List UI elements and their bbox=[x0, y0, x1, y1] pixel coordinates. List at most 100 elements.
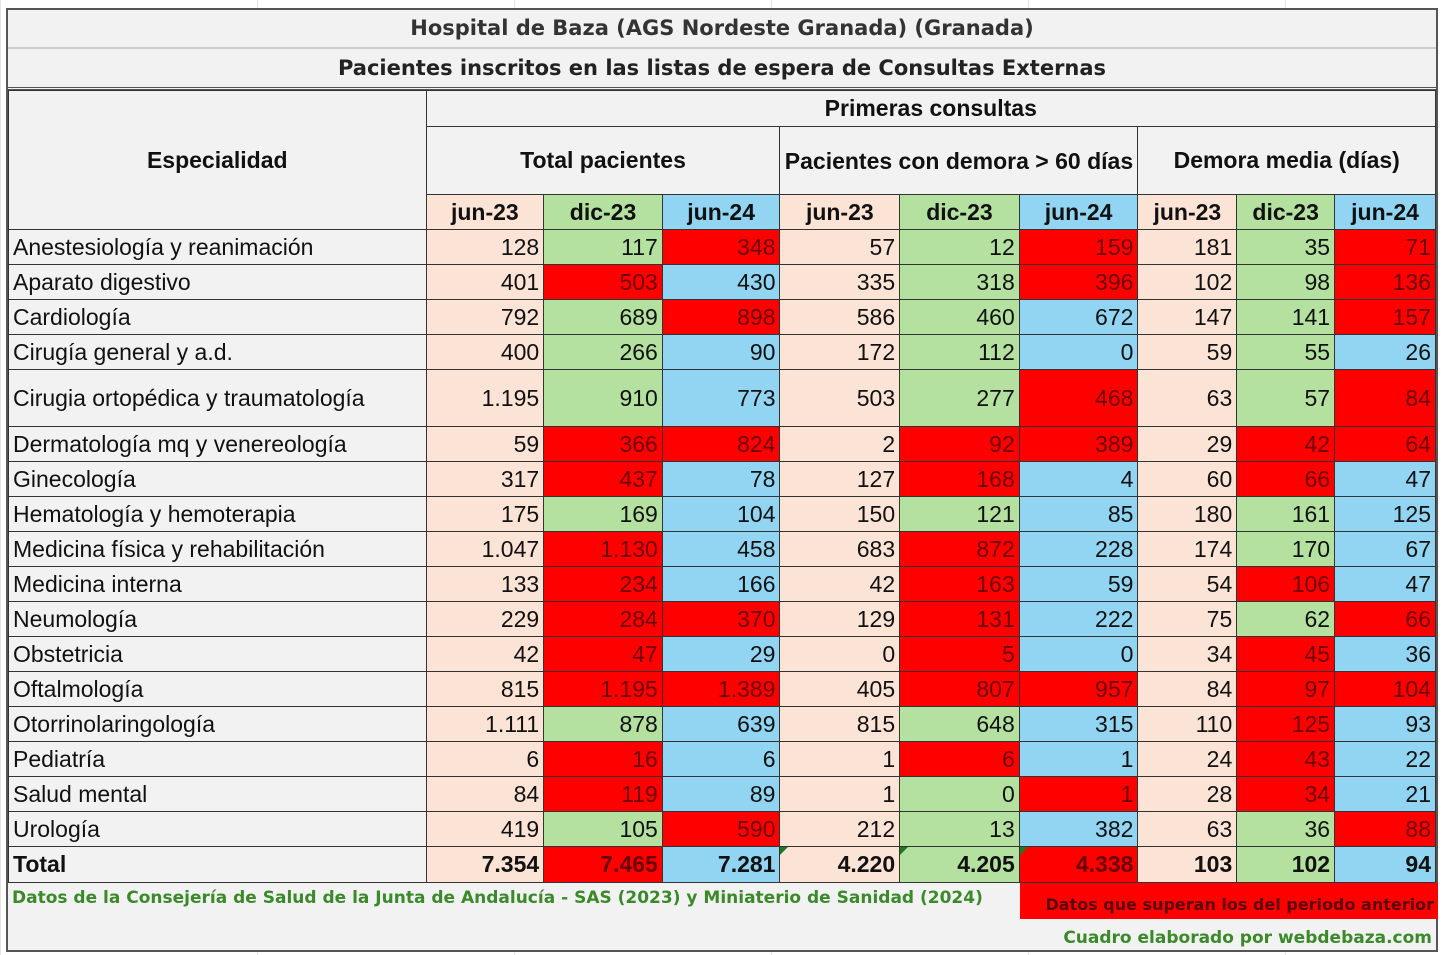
table-row: Medicina física y rehabilitación 1.047 1.1… bbox=[8, 531, 1436, 567]
value-cell: 22 bbox=[1334, 741, 1436, 777]
value-cell: 174 bbox=[1137, 531, 1238, 567]
value-cell: 503 bbox=[543, 264, 663, 300]
value-cell: 957 bbox=[1018, 671, 1139, 707]
value-cell: 503 bbox=[779, 369, 901, 427]
value-cell: 16 bbox=[543, 741, 663, 777]
value-cell: 150 bbox=[779, 496, 901, 532]
value-cell: 437 bbox=[543, 461, 663, 497]
value-cell: 28 bbox=[1137, 776, 1238, 812]
value-cell: 64 bbox=[1334, 426, 1436, 462]
value-cell: 84 bbox=[1137, 671, 1238, 707]
value-cell: 57 bbox=[779, 229, 901, 265]
table-row: Hematología y hemoterapia 175 169 104 150 121… bbox=[8, 496, 1436, 532]
specialty-name: Obstetricia bbox=[8, 636, 427, 672]
value-cell: 36 bbox=[1334, 636, 1436, 672]
value-cell: 45 bbox=[1236, 636, 1336, 672]
value-cell: 175 bbox=[425, 496, 545, 532]
value-cell: 159 bbox=[1018, 229, 1139, 265]
value-cell: 181 bbox=[1137, 229, 1238, 265]
table-row: Neumología 229 284 370 129 131 222 75 62 66 bbox=[8, 601, 1436, 637]
value-cell: 180 bbox=[1137, 496, 1238, 532]
value-cell: 13 bbox=[899, 811, 1020, 847]
value-cell: 872 bbox=[899, 531, 1020, 567]
specialty-name: Cirugía general y a.d. bbox=[8, 334, 427, 370]
value-cell: 42 bbox=[425, 636, 545, 672]
value-cell: 315 bbox=[1018, 706, 1139, 742]
value-cell: 878 bbox=[543, 706, 663, 742]
value-cell: 104 bbox=[1334, 671, 1436, 707]
red-legend: Datos que superan los del periodo anteri… bbox=[1020, 883, 1438, 919]
value-cell: 66 bbox=[1334, 601, 1436, 637]
data-source-note: Datos de la Consejería de Salud de la Ju… bbox=[12, 888, 983, 908]
value-cell: 12 bbox=[899, 229, 1020, 265]
specialty-name: Salud mental bbox=[8, 776, 427, 812]
group-header-average-delay: Demora media (días) bbox=[1137, 126, 1436, 195]
value-cell: 36 bbox=[1236, 811, 1336, 847]
value-cell: 586 bbox=[779, 299, 901, 335]
specialty-name: Hematología y hemoterapia bbox=[8, 496, 427, 532]
value-cell: 104 bbox=[661, 496, 781, 532]
value-cell: 7.354 bbox=[425, 846, 545, 883]
value-cell: 6 bbox=[661, 741, 781, 777]
value-cell: 4 bbox=[1018, 461, 1139, 497]
credit-note: Cuadro elaborado por webdebaza.com bbox=[1063, 928, 1432, 948]
value-cell: 169 bbox=[543, 496, 663, 532]
value-cell: 773 bbox=[661, 369, 781, 427]
period-header: jun-23 bbox=[1137, 194, 1238, 230]
value-cell: 4.205 bbox=[899, 846, 1020, 883]
value-cell: 348 bbox=[661, 229, 781, 265]
value-cell: 170 bbox=[1236, 531, 1336, 567]
value-cell: 824 bbox=[661, 426, 781, 462]
value-cell: 141 bbox=[1236, 299, 1336, 335]
value-cell: 222 bbox=[1018, 601, 1139, 637]
value-cell: 71 bbox=[1334, 229, 1436, 265]
value-cell: 112 bbox=[899, 334, 1020, 370]
value-cell: 1.047 bbox=[425, 531, 545, 567]
specialty-name: Medicina interna bbox=[8, 566, 427, 602]
value-cell: 92 bbox=[899, 426, 1020, 462]
value-cell: 60 bbox=[1137, 461, 1238, 497]
specialty-name: Pediatría bbox=[8, 741, 427, 777]
value-cell: 5 bbox=[899, 636, 1020, 672]
value-cell: 468 bbox=[1018, 369, 1139, 427]
value-cell: 133 bbox=[425, 566, 545, 602]
value-cell: 898 bbox=[661, 299, 781, 335]
value-cell: 284 bbox=[543, 601, 663, 637]
value-cell: 430 bbox=[661, 264, 781, 300]
value-cell: 7.465 bbox=[543, 846, 663, 883]
period-header: dic-23 bbox=[899, 194, 1020, 230]
value-cell: 1.111 bbox=[425, 706, 545, 742]
value-cell: 648 bbox=[899, 706, 1020, 742]
value-cell: 54 bbox=[1137, 566, 1238, 602]
value-cell: 157 bbox=[1334, 299, 1436, 335]
table-row: Pediatría 6 16 6 1 6 1 24 43 22 bbox=[8, 741, 1436, 777]
value-cell: 110 bbox=[1137, 706, 1238, 742]
value-cell: 266 bbox=[543, 334, 663, 370]
value-cell: 366 bbox=[543, 426, 663, 462]
period-header: dic-23 bbox=[1236, 194, 1336, 230]
table-title: Hospital de Baza (AGS Nordeste Granada) … bbox=[8, 10, 1436, 49]
value-cell: 228 bbox=[1018, 531, 1139, 567]
table-subtitle: Pacientes inscritos en las listas de esp… bbox=[8, 49, 1436, 90]
value-cell: 85 bbox=[1018, 496, 1139, 532]
value-cell: 129 bbox=[779, 601, 901, 637]
value-cell: 24 bbox=[1137, 741, 1238, 777]
value-cell: 396 bbox=[1018, 264, 1139, 300]
value-cell: 234 bbox=[543, 566, 663, 602]
value-cell: 59 bbox=[425, 426, 545, 462]
value-cell: 55 bbox=[1236, 334, 1336, 370]
value-cell: 318 bbox=[899, 264, 1020, 300]
value-cell: 66 bbox=[1236, 461, 1336, 497]
value-cell: 807 bbox=[899, 671, 1020, 707]
value-cell: 1 bbox=[1018, 741, 1139, 777]
value-cell: 127 bbox=[779, 461, 901, 497]
specialty-name: Anestesiología y reanimación bbox=[8, 229, 427, 265]
value-cell: 460 bbox=[899, 299, 1020, 335]
value-cell: 117 bbox=[543, 229, 663, 265]
table-row: Cirugía general y a.d. 400 266 90 172 112 0 59 5… bbox=[8, 334, 1436, 370]
value-cell: 229 bbox=[425, 601, 545, 637]
value-cell: 43 bbox=[1236, 741, 1336, 777]
value-cell: 26 bbox=[1334, 334, 1436, 370]
table-row: Cirugia ortopédica y traumatología 1.195 9… bbox=[8, 369, 1436, 427]
value-cell: 106 bbox=[1236, 566, 1336, 602]
